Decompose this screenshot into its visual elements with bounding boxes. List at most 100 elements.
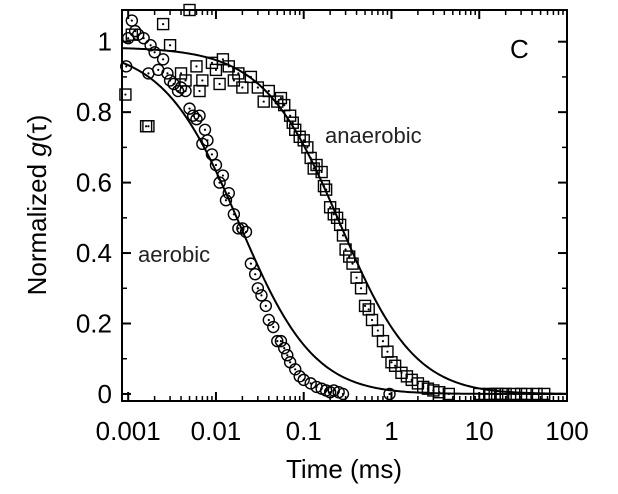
circle-marker xyxy=(137,31,150,45)
square-marker xyxy=(236,81,249,94)
marker-center-dot xyxy=(478,392,481,396)
anaerobic-point xyxy=(442,387,456,401)
aerobic-point xyxy=(137,31,150,45)
aerobic-point xyxy=(255,289,268,302)
circle-marker xyxy=(297,373,310,387)
aerobic-point xyxy=(216,169,230,182)
circle-marker xyxy=(148,46,161,59)
aerobic-point xyxy=(274,334,288,348)
square-marker xyxy=(346,257,359,270)
fit-curve-aerobic xyxy=(121,61,567,395)
marker-center-dot xyxy=(543,392,546,396)
marker-center-dot xyxy=(162,58,165,61)
marker-center-dot xyxy=(283,347,286,350)
square-marker xyxy=(174,67,188,80)
circle-marker xyxy=(190,112,203,126)
anaerobic-point xyxy=(371,324,385,337)
circle-marker xyxy=(167,77,180,91)
marker-center-dot xyxy=(289,114,292,117)
marker-center-dot xyxy=(289,361,292,364)
square-marker xyxy=(400,370,414,383)
marker-center-dot xyxy=(214,163,218,167)
marker-center-dot xyxy=(201,79,204,82)
circle-marker xyxy=(227,208,241,221)
circle-marker xyxy=(222,186,235,200)
anaerobic-point xyxy=(388,359,402,372)
anaerobic-point xyxy=(257,95,270,108)
marker-center-dot xyxy=(214,68,218,71)
anaerobic-point xyxy=(307,162,320,175)
square-marker xyxy=(433,385,446,399)
marker-center-dot xyxy=(232,79,235,82)
aerobic-point xyxy=(281,349,294,362)
x-tick-label: 0.001 xyxy=(96,416,161,446)
marker-center-dot xyxy=(286,354,289,357)
y-axis-title-italic: g xyxy=(22,142,52,157)
marker-center-dot xyxy=(147,72,150,75)
marker-center-dot xyxy=(348,255,351,258)
aerobic-point xyxy=(209,158,223,172)
anaerobic-point xyxy=(319,183,333,196)
aerobic-point xyxy=(227,208,241,221)
circle-marker xyxy=(183,102,196,115)
anaerobic-point xyxy=(142,120,155,133)
circle-marker xyxy=(259,299,273,313)
x-tick-label: 0.01 xyxy=(191,416,242,446)
anaerobic-point xyxy=(499,387,512,401)
marker-center-dot xyxy=(291,121,294,124)
circle-marker xyxy=(161,67,174,80)
aerobic-point xyxy=(148,46,161,59)
marker-center-dot xyxy=(184,79,187,82)
marker-center-dot xyxy=(153,51,156,54)
circle-marker xyxy=(209,158,223,172)
marker-center-dot xyxy=(370,318,374,322)
anaerobic-point xyxy=(333,218,347,232)
circle-marker xyxy=(251,282,265,295)
marker-center-dot xyxy=(221,174,225,177)
marker-center-dot xyxy=(184,89,187,93)
marker-center-dot xyxy=(210,153,214,156)
square-marker xyxy=(196,74,209,87)
marker-center-dot xyxy=(355,276,358,279)
marker-center-dot xyxy=(279,340,283,343)
anaerobic-point xyxy=(125,28,139,41)
circle-marker xyxy=(236,222,249,235)
marker-center-dot xyxy=(254,273,257,276)
square-marker xyxy=(244,70,258,84)
circle-marker xyxy=(281,349,294,362)
marker-center-dot xyxy=(244,230,248,234)
x-tick-label: 100 xyxy=(545,416,588,446)
square-marker xyxy=(499,387,512,401)
anaerobic-point xyxy=(213,77,226,91)
square-marker xyxy=(232,67,245,80)
circle-marker xyxy=(193,109,206,122)
square-marker xyxy=(354,282,368,295)
marker-center-dot xyxy=(322,185,326,188)
marker-center-dot xyxy=(276,100,279,103)
aerobic-point xyxy=(161,67,174,80)
circle-marker xyxy=(213,176,226,189)
marker-center-dot xyxy=(513,392,516,396)
marker-center-dot xyxy=(394,364,397,367)
fit-curves xyxy=(121,47,568,395)
circle-marker xyxy=(156,53,170,66)
marker-center-dot xyxy=(130,19,133,22)
marker-center-dot xyxy=(232,213,235,216)
square-marker xyxy=(327,208,340,221)
aerobic-point xyxy=(167,77,180,91)
square-marker xyxy=(358,299,372,313)
marker-center-dot xyxy=(210,61,214,64)
anaerobic-point xyxy=(346,257,359,270)
y-axis-title-suffix: (τ) xyxy=(22,115,52,143)
marker-center-dot xyxy=(279,96,283,100)
anaerobic-point xyxy=(317,179,331,193)
aerobic-point xyxy=(336,387,350,401)
aerobic-point xyxy=(120,60,133,73)
anaerobic-point xyxy=(385,356,398,369)
marker-center-dot xyxy=(203,128,207,131)
anaerobic-point xyxy=(179,74,192,87)
aerobic-point xyxy=(156,53,170,66)
marker-center-dot xyxy=(341,392,345,396)
aerobic-point xyxy=(125,14,139,27)
marker-center-dot xyxy=(283,104,286,107)
